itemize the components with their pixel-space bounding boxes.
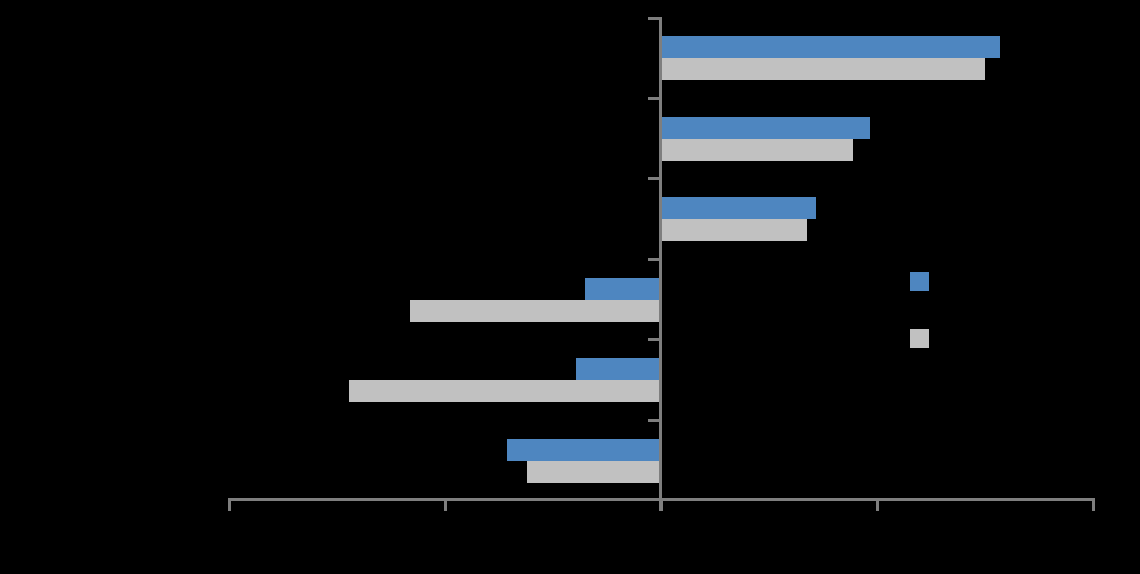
bar-series-blue-category-3: [660, 197, 817, 219]
y-axis-tick: [648, 97, 662, 100]
x-axis-tick: [228, 498, 231, 511]
bar-series-gray-category-6: [526, 460, 661, 483]
x-axis-tick: [1092, 498, 1095, 511]
bar-series-blue-category-1: [660, 36, 1000, 58]
bar-series-blue-category-5: [576, 358, 661, 380]
bar-series-blue-category-2: [660, 116, 871, 139]
legend-swatch-series-blue: [910, 272, 929, 291]
bar-series-gray-category-3: [660, 219, 808, 241]
bar-series-gray-category-5: [349, 380, 661, 402]
legend-swatch-series-gray: [910, 329, 929, 348]
bar-series-gray-category-1: [660, 58, 985, 80]
vertical-axis-line: [659, 17, 662, 511]
y-axis-tick: [648, 177, 662, 180]
y-axis-tick: [648, 258, 662, 261]
y-axis-tick: [648, 419, 662, 422]
x-axis-tick: [876, 498, 879, 511]
bar-series-gray-category-2: [660, 138, 853, 161]
x-axis-tick: [444, 498, 447, 511]
y-axis-tick: [648, 338, 662, 341]
y-axis-tick: [648, 17, 662, 20]
bar-series-blue-category-4: [584, 277, 661, 300]
x-axis-tick: [660, 498, 663, 511]
bar-series-gray-category-4: [409, 299, 661, 322]
bar-series-blue-category-6: [507, 438, 661, 461]
